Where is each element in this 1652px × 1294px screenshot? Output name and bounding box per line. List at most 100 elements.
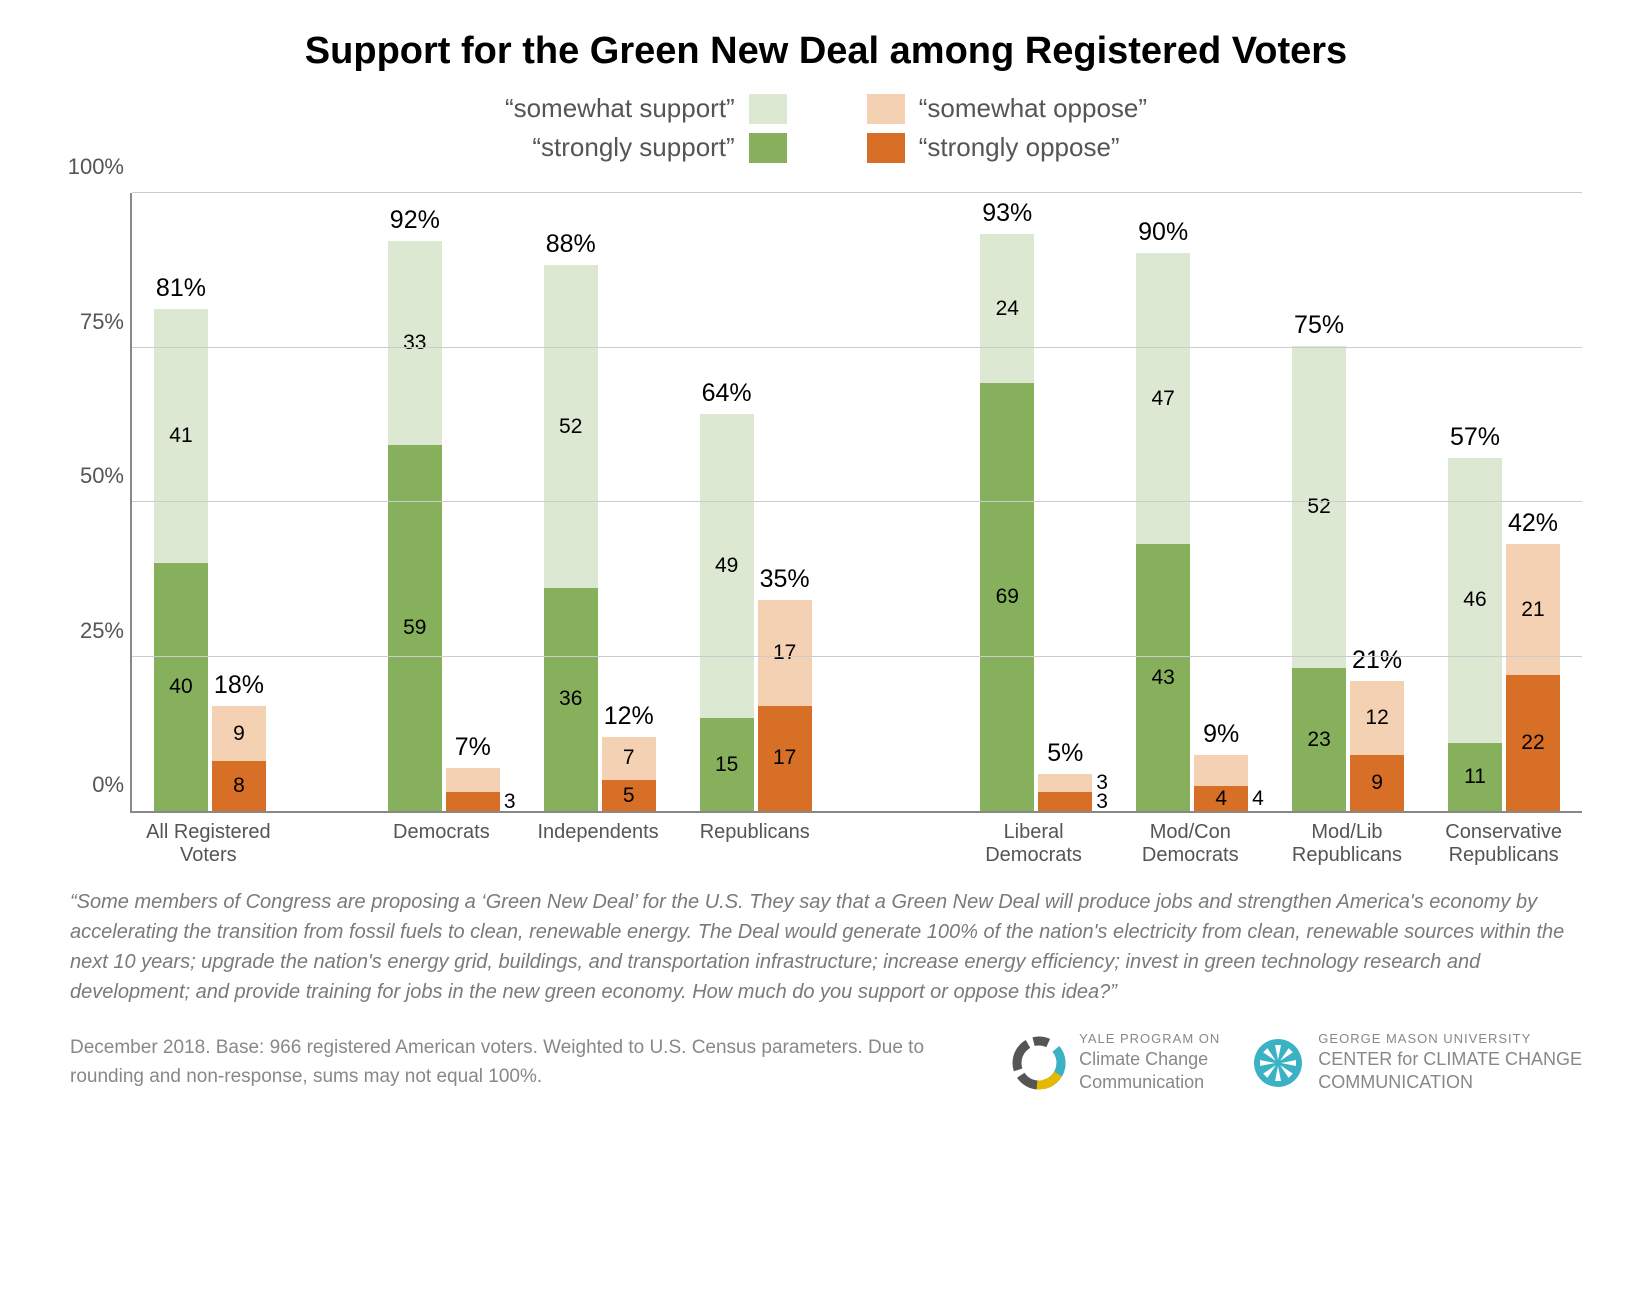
gmu-logo: GEORGE MASON UNIVERSITY CENTER for CLIMA…	[1250, 1031, 1582, 1095]
legend-item-strongly-support: “strongly support”	[505, 132, 787, 163]
footer-row: December 2018. Base: 966 registered Amer…	[70, 1031, 1582, 1095]
bar-segment: 9	[1350, 755, 1404, 811]
logo-line: Communication	[1079, 1071, 1220, 1094]
support-total-label: 93%	[982, 199, 1032, 228]
chart-title: Support for the Green New Deal among Reg…	[40, 30, 1612, 73]
bar-segment: 22	[1506, 675, 1560, 811]
bar-segment: 40	[154, 563, 208, 811]
bar-segment: 7	[602, 737, 656, 780]
bar-segment: 3	[1038, 774, 1092, 793]
x-axis-label: Republicans	[676, 821, 833, 867]
logo-line: GEORGE MASON UNIVERSITY	[1318, 1031, 1582, 1048]
bar-segment	[1194, 755, 1248, 786]
bar-side-label: 3	[504, 790, 516, 814]
grid-line	[132, 501, 1582, 502]
bar-segment: 12	[1350, 681, 1404, 755]
support-stack: 593392%	[388, 241, 442, 811]
oppose-stack: 449%	[1194, 755, 1248, 811]
logo-line: CENTER for CLIMATE CHANGE	[1318, 1048, 1582, 1071]
bar-segment: 24	[980, 234, 1034, 383]
support-total-label: 90%	[1138, 218, 1188, 247]
bar-segment: 9	[212, 706, 266, 762]
bar-segment: 17	[758, 706, 812, 811]
bar-segment	[446, 768, 500, 793]
bar-group: 114657%222142%	[1426, 193, 1582, 811]
y-tick-label: 50%	[54, 463, 124, 489]
source-note: December 2018. Base: 966 registered Amer…	[70, 1034, 981, 1091]
oppose-stack: 5712%	[602, 737, 656, 811]
oppose-total-label: 12%	[604, 702, 654, 731]
bar-group: 365288%5712%	[522, 193, 678, 811]
legend-swatch	[749, 133, 787, 163]
oppose-stack: 335%	[1038, 774, 1092, 811]
bar-segment: 15	[700, 718, 754, 811]
x-axis-label: Mod/Con Democrats	[1112, 821, 1269, 867]
support-stack: 404181%	[154, 309, 208, 811]
support-total-label: 75%	[1294, 311, 1344, 340]
x-axis-label: Independents	[520, 821, 677, 867]
bar-group: 404181%8918%	[132, 193, 288, 811]
legend-swatch	[749, 94, 787, 124]
bar-group: 593392%37%	[366, 193, 522, 811]
support-stack: 114657%	[1448, 458, 1502, 811]
legend-item-strongly-oppose: “strongly oppose”	[867, 132, 1147, 163]
oppose-stack: 37%	[446, 768, 500, 811]
bar-group: 434790%449%	[1114, 193, 1270, 811]
x-axis-label: Democrats	[363, 821, 520, 867]
oppose-stack: 171735%	[758, 600, 812, 811]
chart: 404181%8918%593392%37%365288%5712%154964…	[130, 193, 1582, 867]
legend-label: “somewhat support”	[505, 93, 735, 124]
survey-question: “Some members of Congress are proposing …	[70, 887, 1582, 1007]
support-stack: 235275%	[1292, 346, 1346, 811]
support-total-label: 92%	[390, 206, 440, 235]
y-tick-label: 100%	[54, 154, 124, 180]
legend-col-oppose: “somewhat oppose” “strongly oppose”	[867, 93, 1147, 163]
legend-item-somewhat-support: “somewhat support”	[505, 93, 787, 124]
oppose-total-label: 18%	[214, 671, 264, 700]
bar-group: 235275%912 21%	[1270, 193, 1426, 811]
bar-segment: 11	[1448, 743, 1502, 811]
support-total-label: 57%	[1450, 423, 1500, 452]
bar-groups: 404181%8918%593392%37%365288%5712%154964…	[132, 193, 1582, 811]
legend-item-somewhat-oppose: “somewhat oppose”	[867, 93, 1147, 124]
oppose-total-label: 9%	[1203, 720, 1239, 749]
y-tick-label: 25%	[54, 618, 124, 644]
yale-logo-text: YALE PROGRAM ON Climate Change Communica…	[1079, 1031, 1220, 1095]
x-axis-label: Mod/Lib Republicans	[1269, 821, 1426, 867]
oppose-stack: 8918%	[212, 706, 266, 811]
bar-segment: 44	[1194, 786, 1248, 811]
oppose-total-label: 42%	[1508, 509, 1558, 538]
y-tick-label: 75%	[54, 309, 124, 335]
oppose-total-label: 35%	[760, 565, 810, 594]
legend-col-support: “somewhat support” “strongly support”	[505, 93, 787, 163]
support-total-label: 64%	[702, 379, 752, 408]
support-stack: 434790%	[1136, 253, 1190, 811]
bar-segment: 3	[1038, 792, 1092, 811]
bar-segment: 5	[602, 780, 656, 811]
legend-label: “somewhat oppose”	[919, 93, 1147, 124]
bar-segment: 8	[212, 761, 266, 811]
oppose-total-label: 7%	[455, 733, 491, 762]
bar-side-label: 4	[1252, 787, 1264, 811]
x-axis-labels: All Registered Voters DemocratsIndependen…	[130, 821, 1582, 867]
x-axis-label: Liberal Democrats	[955, 821, 1112, 867]
oppose-total-label: 5%	[1047, 739, 1083, 768]
gmu-logo-icon	[1250, 1035, 1306, 1091]
oppose-total-label: 21%	[1352, 646, 1402, 675]
grid-line	[132, 347, 1582, 348]
x-axis-label: Conservative Republicans	[1425, 821, 1582, 867]
support-stack: 692493%	[980, 234, 1034, 811]
legend-swatch	[867, 94, 905, 124]
bar-segment: 23	[1292, 668, 1346, 811]
legend: “somewhat support” “strongly support” “s…	[40, 93, 1612, 163]
gmu-logo-text: GEORGE MASON UNIVERSITY CENTER for CLIMA…	[1318, 1031, 1582, 1095]
bar-group: 154964%171735%	[678, 193, 834, 811]
support-total-label: 81%	[156, 274, 206, 303]
grid-line	[132, 656, 1582, 657]
x-axis-label: All Registered Voters	[130, 821, 287, 867]
bar-segment: 69	[980, 383, 1034, 811]
logo-line: YALE PROGRAM ON	[1079, 1031, 1220, 1048]
y-tick-label: 0%	[54, 772, 124, 798]
bar-side-label: 3	[1096, 771, 1108, 795]
bar-segment: 43	[1136, 544, 1190, 811]
